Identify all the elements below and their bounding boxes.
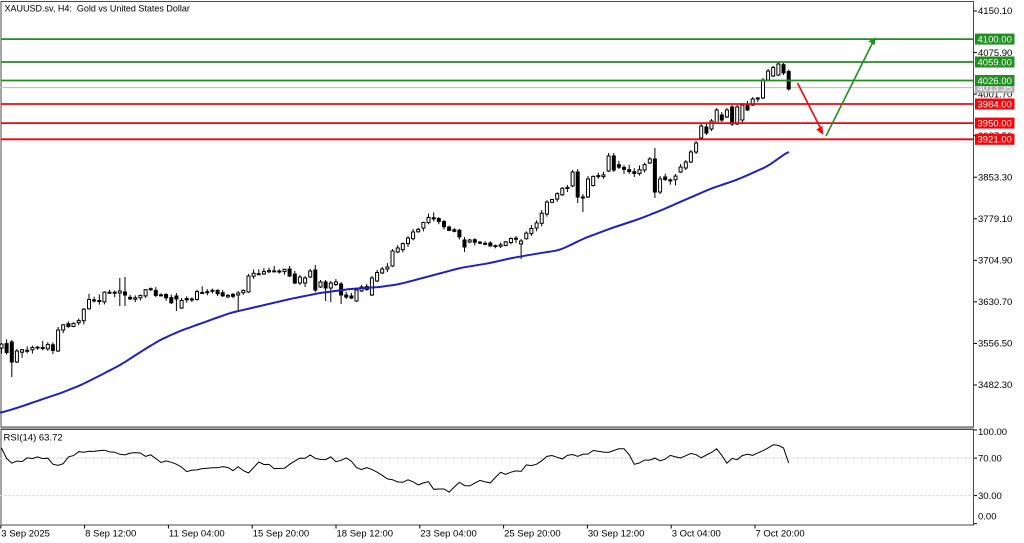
svg-text:3 Oct 04:00: 3 Oct 04:00: [672, 529, 721, 540]
svg-text:4150.10: 4150.10: [978, 6, 1012, 17]
svg-text:3 Sep 2025: 3 Sep 2025: [1, 529, 50, 540]
svg-text:25 Sep 20:00: 25 Sep 20:00: [504, 529, 561, 540]
svg-text:4059.00: 4059.00: [978, 57, 1012, 68]
svg-text:15 Sep 20:00: 15 Sep 20:00: [253, 529, 310, 540]
svg-text:3984.00: 3984.00: [978, 99, 1012, 110]
svg-text:4013.35: 4013.35: [978, 83, 1012, 94]
svg-text:3482.30: 3482.30: [978, 380, 1012, 391]
svg-text:4026.00: 4026.00: [978, 76, 1012, 87]
svg-text:3556.50: 3556.50: [978, 339, 1012, 350]
svg-text:RSI(14) 63.72: RSI(14) 63.72: [4, 433, 63, 444]
svg-text:3921.00: 3921.00: [978, 135, 1012, 146]
svg-text:30 Sep 12:00: 30 Sep 12:00: [588, 529, 645, 540]
svg-text:3779.10: 3779.10: [978, 214, 1012, 225]
svg-text:3853.30: 3853.30: [978, 172, 1012, 183]
svg-text:0.00: 0.00: [978, 512, 997, 523]
svg-text:3704.90: 3704.90: [978, 256, 1012, 267]
svg-text:11 Sep 04:00: 11 Sep 04:00: [169, 529, 225, 540]
svg-text:4100.00: 4100.00: [978, 35, 1012, 46]
svg-text:3630.70: 3630.70: [978, 297, 1012, 308]
svg-text:18 Sep 12:00: 18 Sep 12:00: [337, 529, 394, 540]
svg-text:70.00: 70.00: [978, 453, 1002, 464]
svg-text:8 Sep 12:00: 8 Sep 12:00: [85, 529, 136, 540]
svg-text:30.00: 30.00: [978, 491, 1002, 502]
svg-text:3950.00: 3950.00: [978, 119, 1012, 130]
svg-text:4001.70: 4001.70: [978, 89, 1012, 100]
svg-text:100.00: 100.00: [978, 427, 1007, 438]
svg-text:4075.90: 4075.90: [978, 48, 1012, 59]
svg-text:XAUUSD.sv, H4: Gold vs United: XAUUSD.sv, H4: Gold vs United States Dol…: [5, 4, 190, 14]
svg-text:23 Sep 04:00: 23 Sep 04:00: [420, 529, 477, 540]
svg-text:7 Oct 20:00: 7 Oct 20:00: [756, 529, 805, 540]
